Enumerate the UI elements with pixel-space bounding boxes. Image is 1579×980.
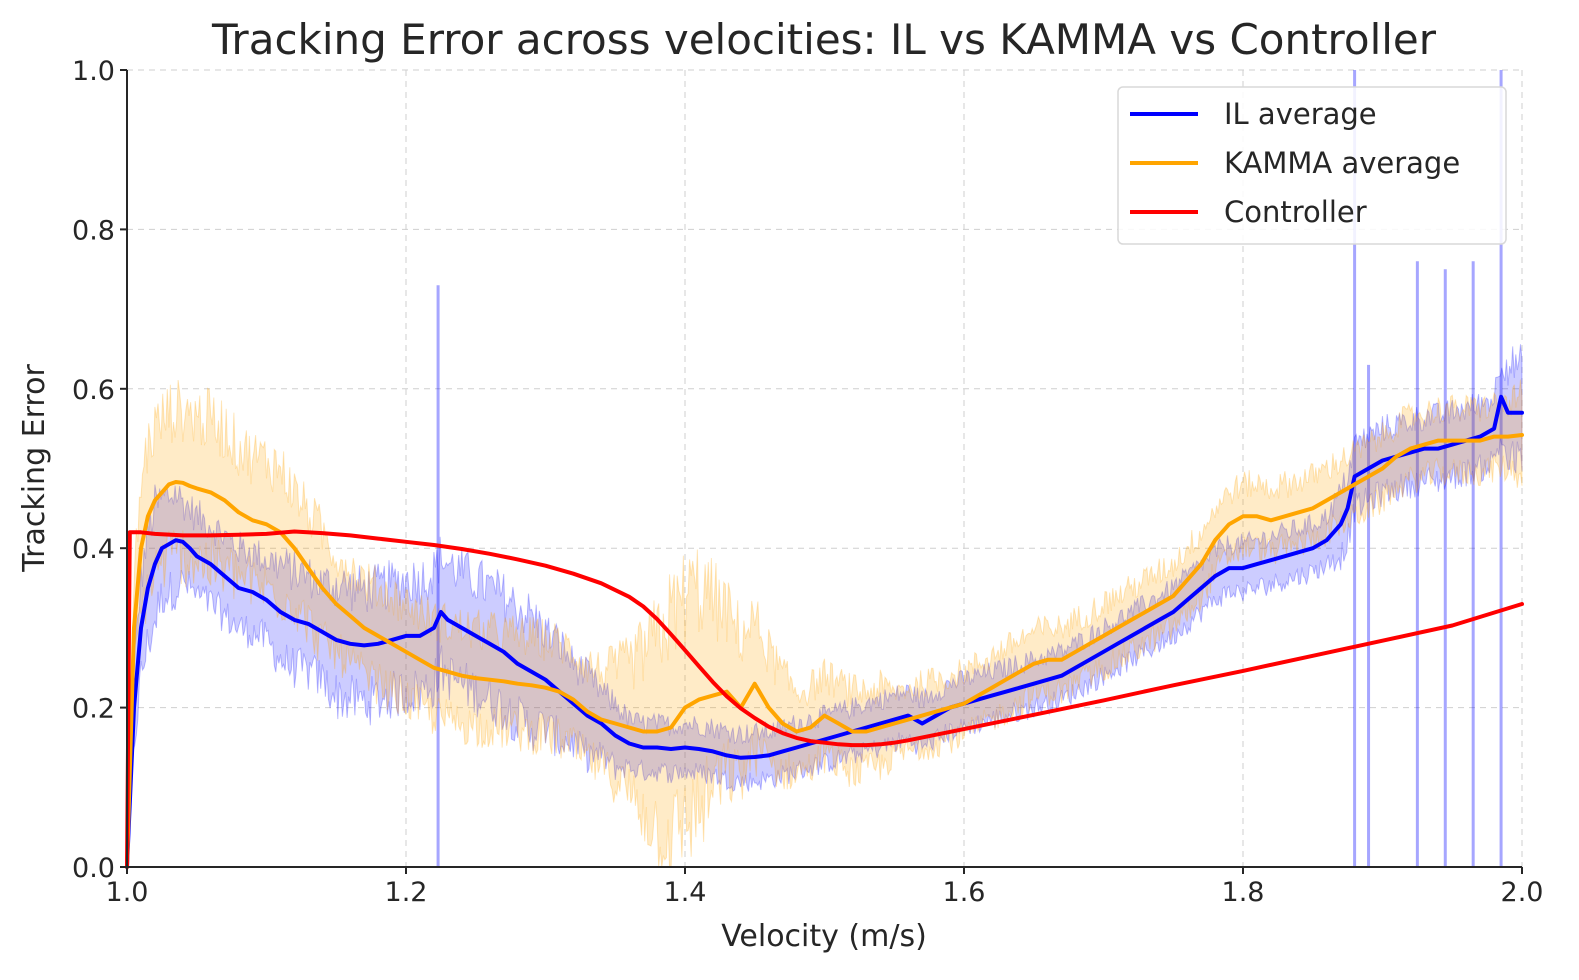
grid (126, 69, 1523, 868)
x-tick-label: 1.4 (664, 877, 707, 908)
y-axis-label: Tracking Error (17, 364, 52, 573)
chart-title: Tracking Error across velocities: IL vs … (211, 15, 1437, 64)
y-tick-label: 1.0 (72, 56, 115, 87)
legend-box (1117, 86, 1507, 245)
x-axis-label: Velocity (m/s) (721, 919, 927, 954)
x-tick-label: 1.8 (1222, 877, 1265, 908)
y-tick-label: 0.4 (72, 534, 115, 565)
kamma-average-legend-label: KAMMA average (1224, 146, 1460, 180)
x-ticks: 1.0 1.2 1.4 1.6 1.8 2.0 (106, 867, 1544, 908)
il-average-legend-label: IL average (1224, 97, 1377, 131)
il-average-line (125, 394, 1524, 869)
il-average-band (126, 344, 1523, 868)
x-tick-label: 1.0 (106, 877, 149, 908)
legend: IL average KAMMA average Controller (1117, 86, 1507, 245)
y-tick-label: 0.0 (72, 853, 115, 884)
kamma-average-band (126, 379, 1523, 868)
y-tick-label: 0.8 (72, 215, 115, 246)
x-tick-label: 2.0 (1501, 877, 1544, 908)
controller-legend-label: Controller (1224, 195, 1367, 229)
controller-line (125, 529, 1524, 869)
axes (126, 70, 1522, 868)
series-lines (125, 394, 1524, 869)
x-tick-label: 1.2 (385, 877, 428, 908)
y-ticks: 0.0 0.2 0.4 0.6 0.8 1.0 (72, 56, 127, 884)
confidence-bands (126, 70, 1523, 868)
y-tick-label: 0.2 (72, 694, 115, 725)
kamma-average-line (125, 433, 1524, 869)
y-tick-label: 0.6 (72, 375, 115, 406)
x-tick-label: 1.6 (943, 877, 986, 908)
